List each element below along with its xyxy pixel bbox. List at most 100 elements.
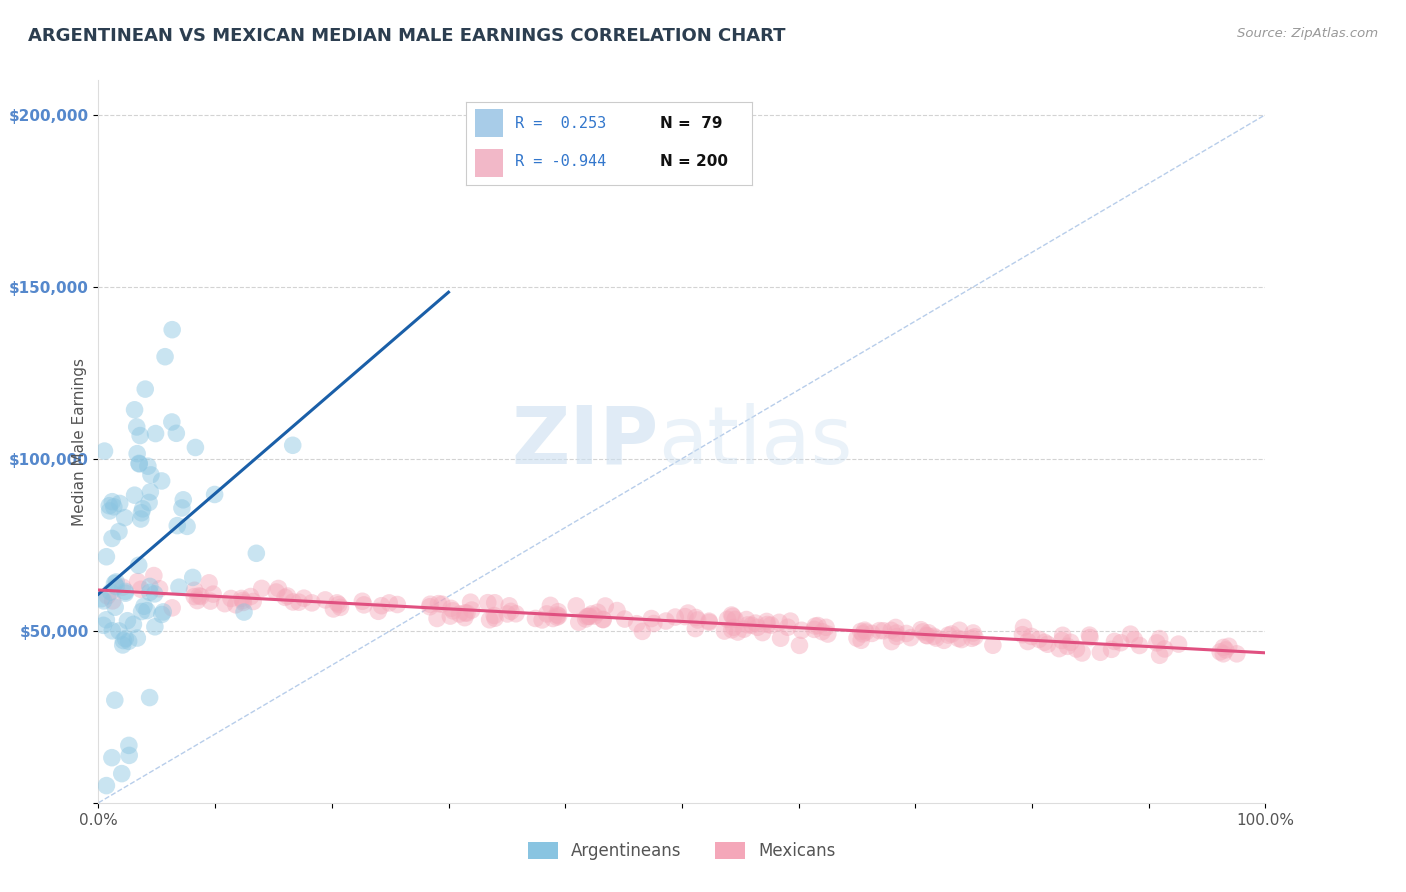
Mexicans: [583, 609, 606, 624]
Argentineans: [170, 500, 193, 515]
Mexicans: [963, 630, 986, 644]
Argentineans: [114, 586, 136, 600]
Mexicans: [915, 628, 938, 642]
Mexicans: [779, 614, 801, 628]
Mexicans: [769, 632, 792, 646]
Mexicans: [721, 609, 744, 624]
Argentineans: [114, 632, 136, 646]
Y-axis label: Median Male Earnings: Median Male Earnings: [72, 358, 87, 525]
Argentineans: [184, 441, 207, 455]
Mexicans: [484, 608, 506, 623]
Mexicans: [160, 600, 183, 615]
Mexicans: [747, 620, 769, 634]
Argentineans: [112, 633, 135, 648]
Mexicans: [547, 605, 569, 619]
Mexicans: [1011, 628, 1033, 642]
Mexicans: [886, 630, 908, 644]
Mexicans: [478, 613, 501, 627]
Mexicans: [242, 594, 264, 608]
Mexicans: [231, 591, 253, 606]
Mexicans: [1017, 634, 1039, 648]
Argentineans: [124, 488, 146, 502]
Argentineans: [114, 510, 136, 524]
Mexicans: [232, 595, 254, 609]
Mexicans: [198, 575, 221, 590]
Argentineans: [145, 426, 167, 441]
Argentineans: [90, 591, 112, 606]
Mexicans: [276, 589, 298, 603]
Argentineans: [104, 600, 127, 615]
Mexicans: [484, 611, 506, 625]
Mexicans: [1149, 632, 1171, 646]
Mexicans: [1212, 647, 1234, 661]
Mexicans: [592, 612, 614, 626]
Mexicans: [225, 598, 247, 612]
Mexicans: [1090, 645, 1112, 659]
Argentineans: [138, 495, 160, 509]
Mexicans: [329, 600, 352, 615]
Mexicans: [1226, 647, 1249, 661]
Argentineans: [281, 438, 304, 452]
Mexicans: [183, 590, 205, 604]
Argentineans: [143, 587, 166, 601]
Argentineans: [160, 415, 183, 429]
Text: atlas: atlas: [658, 402, 853, 481]
Mexicans: [427, 597, 450, 611]
Mexicans: [387, 598, 409, 612]
Argentineans: [128, 456, 150, 470]
Mexicans: [817, 627, 839, 641]
Mexicans: [367, 604, 389, 618]
Mexicans: [631, 624, 654, 639]
Argentineans: [172, 492, 194, 507]
Argentineans: [117, 634, 139, 648]
Mexicans: [352, 594, 374, 608]
Mexicans: [1028, 632, 1050, 647]
Mexicans: [880, 634, 903, 648]
Argentineans: [150, 474, 173, 488]
Mexicans: [1212, 640, 1234, 655]
Mexicans: [803, 623, 825, 637]
Mexicans: [880, 624, 903, 638]
Mexicans: [676, 606, 699, 620]
Mexicans: [546, 607, 568, 622]
Mexicans: [1078, 628, 1101, 642]
Mexicans: [699, 615, 721, 630]
Mexicans: [756, 617, 779, 632]
Argentineans: [105, 580, 128, 594]
Mexicans: [328, 598, 350, 612]
Mexicans: [129, 582, 152, 597]
Mexicans: [713, 624, 735, 638]
Mexicans: [886, 626, 908, 640]
Mexicans: [733, 622, 755, 636]
Mexicans: [142, 568, 165, 582]
Mexicans: [292, 591, 315, 606]
Mexicans: [685, 622, 707, 636]
Mexicans: [727, 625, 749, 640]
Argentineans: [129, 512, 152, 526]
Mexicans: [148, 582, 170, 596]
Mexicans: [855, 625, 877, 640]
Mexicans: [640, 611, 662, 625]
Mexicans: [1104, 634, 1126, 648]
Mexicans: [322, 602, 344, 616]
Argentineans: [167, 580, 190, 594]
Argentineans: [108, 524, 131, 539]
Argentineans: [98, 499, 121, 513]
Argentineans: [104, 693, 127, 707]
Mexicans: [301, 596, 323, 610]
Argentineans: [181, 570, 204, 584]
Mexicans: [576, 609, 599, 624]
Mexicans: [804, 619, 827, 633]
Argentineans: [129, 428, 152, 442]
Mexicans: [449, 607, 471, 621]
Argentineans: [128, 558, 150, 573]
Mexicans: [884, 620, 907, 634]
Mexicans: [685, 610, 707, 624]
Argentineans: [136, 459, 159, 474]
Mexicans: [575, 612, 598, 626]
Mexicans: [477, 596, 499, 610]
Mexicans: [1050, 633, 1073, 648]
Mexicans: [281, 595, 304, 609]
Mexicans: [811, 624, 834, 639]
Mexicans: [981, 638, 1004, 652]
